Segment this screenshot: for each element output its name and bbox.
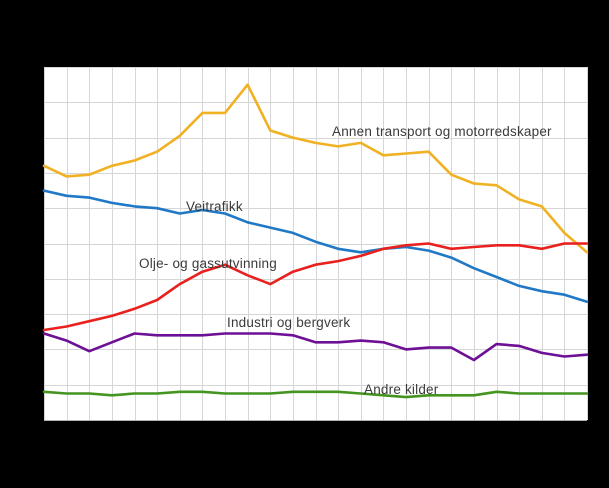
series-label-5: Andre kilder [364, 382, 439, 397]
series-line-5 [42, 390, 589, 399]
series-line-3 [42, 242, 589, 332]
series-label-2: Veitrafikk [186, 199, 243, 214]
series-label-4: Industri og bergverk [227, 315, 350, 330]
series-label-1: Annen transport og motorredskaper [332, 124, 552, 139]
series-line-2 [42, 189, 589, 304]
series-line-1 [42, 83, 589, 254]
plot-area [44, 67, 587, 420]
series-line-4 [42, 332, 589, 362]
series-label-3: Olje- og gassutvinning [139, 256, 277, 271]
